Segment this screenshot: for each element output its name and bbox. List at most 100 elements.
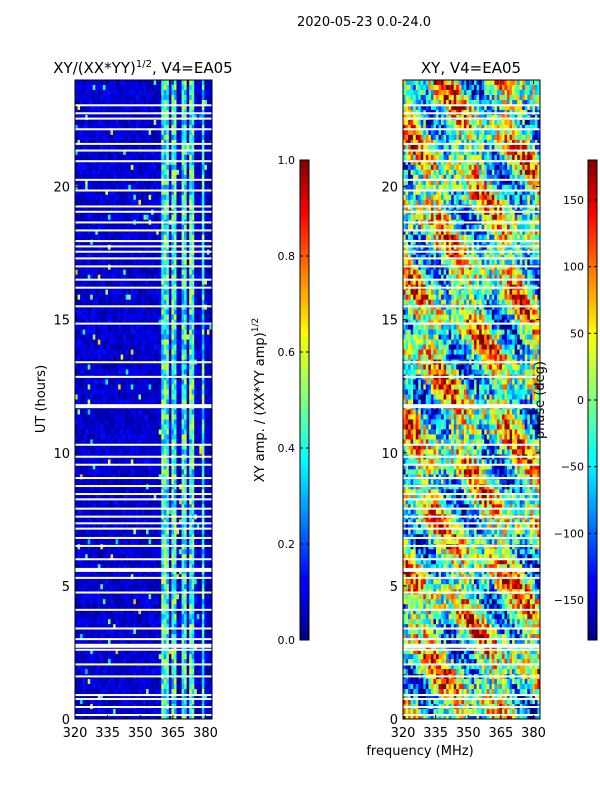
heatmap-cell <box>82 379 86 386</box>
heatmap-cell <box>176 144 180 151</box>
heatmap-cell <box>87 139 91 146</box>
heatmap-cell <box>153 179 157 186</box>
heatmap-cell <box>151 139 155 146</box>
heatmap-cell <box>191 174 195 181</box>
heatmap-cell <box>100 294 104 301</box>
heatmap-cell <box>171 164 175 171</box>
heatmap-cell <box>120 244 124 251</box>
heatmap-cell <box>75 309 79 316</box>
heatmap-cell <box>85 379 89 386</box>
heatmap-cell <box>75 319 79 326</box>
heatmap-cell <box>189 319 193 326</box>
heatmap-cell <box>100 369 104 376</box>
heatmap-cell <box>125 139 129 146</box>
heatmap-cell <box>153 124 157 131</box>
heatmap-cell <box>189 184 193 191</box>
heatmap-cell <box>77 124 81 131</box>
heatmap-cell <box>90 264 94 271</box>
heatmap-cell <box>201 204 205 211</box>
heatmap-cell <box>113 184 117 191</box>
heatmap-cell <box>209 294 213 301</box>
heatmap-cell <box>77 274 81 281</box>
heatmap-cell <box>179 184 183 191</box>
heatmap-cell <box>158 334 162 341</box>
heatmap-cell <box>80 384 84 391</box>
heatmap-cell <box>128 274 132 281</box>
heatmap-cell <box>80 214 84 221</box>
heatmap-cell <box>75 349 79 356</box>
heatmap-cell <box>151 154 155 161</box>
heatmap-cell <box>171 179 175 186</box>
heatmap-cell <box>158 184 162 191</box>
heatmap-cell <box>151 299 155 306</box>
heatmap-cell <box>138 234 142 241</box>
heatmap-cell <box>123 329 127 336</box>
heatmap-cell <box>184 159 188 166</box>
heatmap-cell <box>186 189 190 196</box>
heatmap-cell <box>118 229 122 236</box>
heatmap-cell <box>151 119 155 126</box>
heatmap-cell <box>125 379 129 386</box>
heatmap-cell <box>194 229 198 236</box>
heatmap-cell <box>100 229 104 236</box>
heatmap-cell <box>125 99 129 106</box>
heatmap-cell <box>179 89 183 96</box>
heatmap-cell <box>87 289 91 296</box>
heatmap-cell <box>158 379 162 386</box>
heatmap-cell <box>85 384 89 391</box>
heatmap-cell <box>179 274 183 281</box>
heatmap-cell <box>206 319 210 326</box>
heatmap-cell <box>184 99 188 106</box>
heatmap-cell <box>209 174 213 181</box>
heatmap-cell <box>115 89 119 96</box>
heatmap-cell <box>85 304 89 311</box>
heatmap-cell <box>140 229 144 236</box>
heatmap-cell <box>97 154 101 161</box>
heatmap-cell <box>135 229 139 236</box>
heatmap-cell <box>204 169 208 176</box>
heatmap-cell <box>173 309 177 316</box>
heatmap-cell <box>115 234 119 241</box>
heatmap-cell <box>82 174 86 181</box>
heatmap-cell <box>151 259 155 266</box>
heatmap-cell <box>176 309 180 316</box>
heatmap-cell <box>199 344 203 351</box>
heatmap-cell <box>194 329 198 336</box>
heatmap-cell <box>140 194 144 201</box>
heatmap-cell <box>125 164 129 171</box>
heatmap-cell <box>168 189 172 196</box>
heatmap-cell <box>133 104 137 111</box>
heatmap-cell <box>184 174 188 181</box>
heatmap-cell <box>120 354 124 361</box>
heatmap-cell <box>148 264 152 271</box>
heatmap-cell <box>171 199 175 206</box>
heatmap-cell <box>199 319 203 326</box>
heatmap-cell <box>204 104 208 111</box>
heatmap-cell <box>176 164 180 171</box>
heatmap-cell <box>133 169 137 176</box>
heatmap-cell <box>171 244 175 251</box>
heatmap-cell <box>184 344 188 351</box>
heatmap-cell <box>156 349 160 356</box>
heatmap-cell <box>143 364 147 371</box>
heatmap-cell <box>97 139 101 146</box>
heatmap-cell <box>128 354 132 361</box>
heatmap-cell <box>204 224 208 231</box>
heatmap-cell <box>206 304 210 311</box>
heatmap-cell <box>163 269 167 276</box>
heatmap-cell <box>115 99 119 106</box>
heatmap-cell <box>75 294 79 301</box>
heatmap-cell <box>110 214 114 221</box>
heatmap-cell <box>146 339 150 346</box>
heatmap-cell <box>102 134 106 141</box>
heatmap-cell <box>113 329 117 336</box>
heatmap-cell <box>168 364 172 371</box>
heatmap-cell <box>87 349 91 356</box>
heatmap-cell <box>146 354 150 361</box>
heatmap-cell <box>107 99 112 106</box>
heatmap-cell <box>176 224 180 231</box>
heatmap-cell <box>90 99 94 106</box>
heatmap-cell <box>97 244 101 251</box>
heatmap-cell <box>102 234 106 241</box>
heatmap-cell <box>80 179 84 186</box>
